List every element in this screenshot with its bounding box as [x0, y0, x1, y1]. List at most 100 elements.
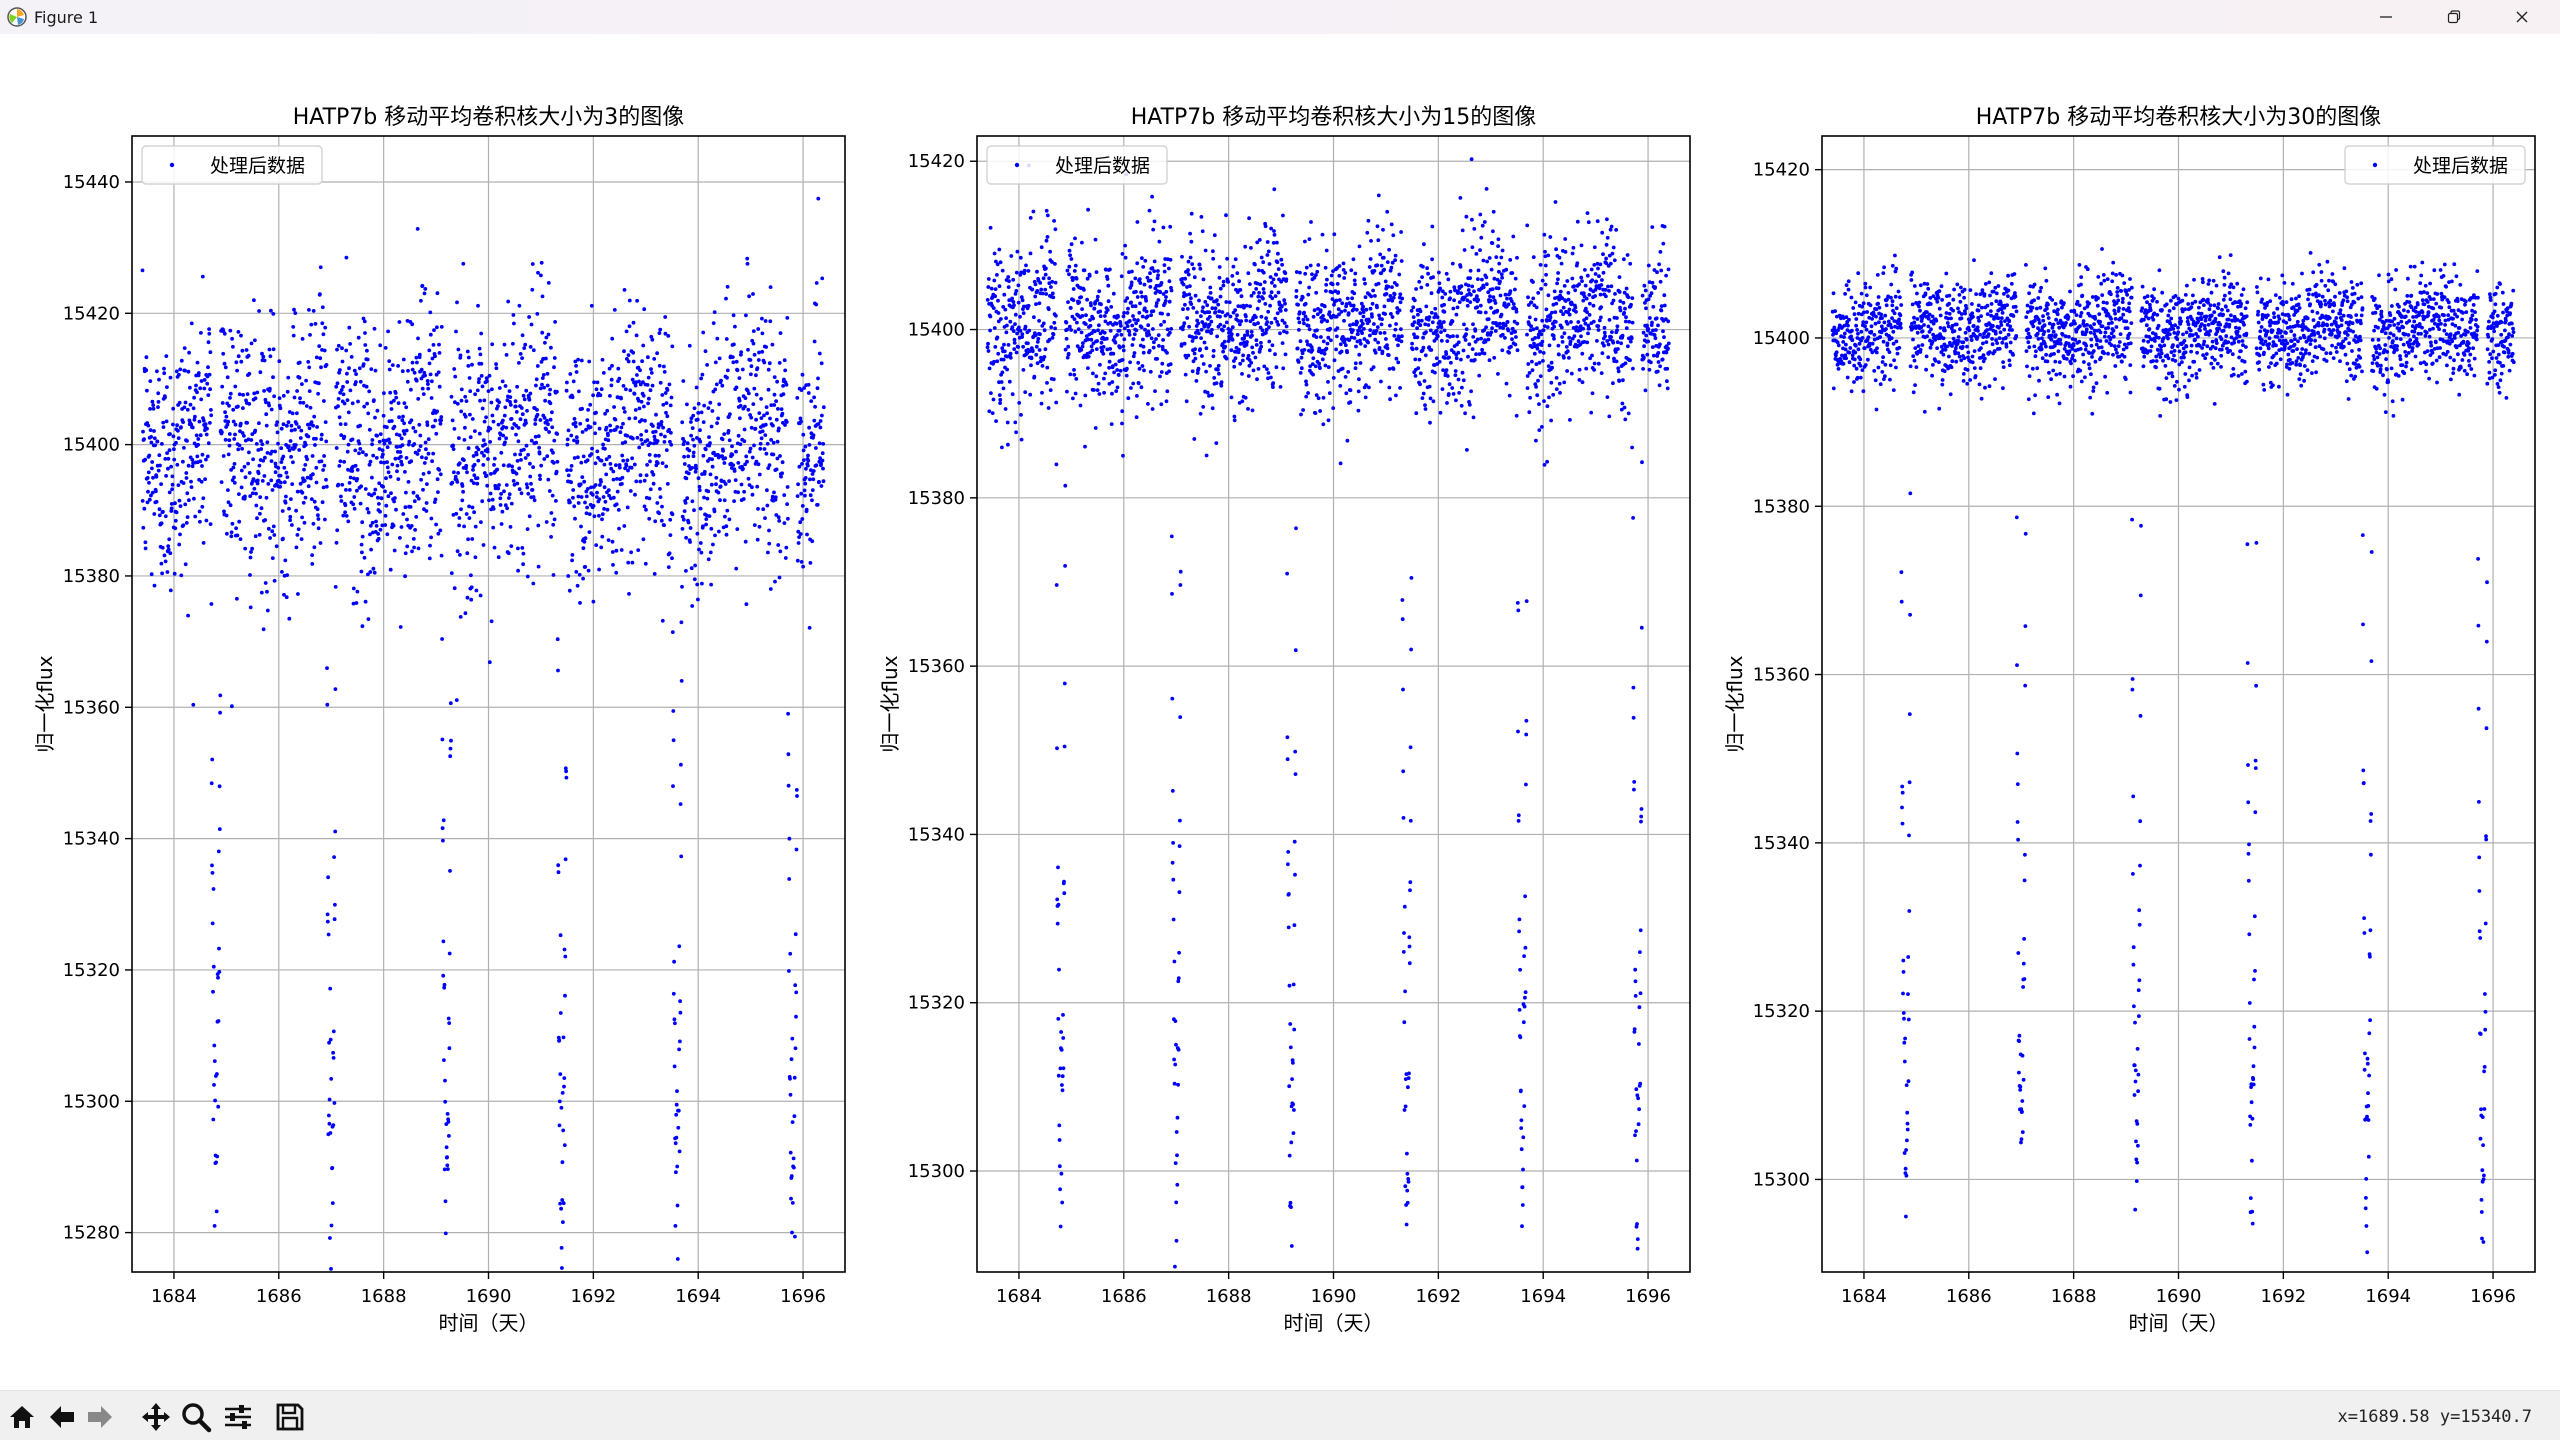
data-point [250, 546, 255, 551]
data-point [1418, 382, 1422, 387]
data-point [161, 425, 166, 429]
data-point [398, 450, 403, 454]
data-point [1337, 264, 1342, 268]
data-point [603, 446, 607, 451]
data-point [517, 487, 522, 492]
data-point [1487, 358, 1492, 363]
data-point [1021, 311, 1026, 315]
data-point [722, 461, 727, 465]
subplot-2[interactable]: 1684 1686 1688 1690 1692 1694 1696153001532015… [878, 105, 1691, 1335]
data-point [431, 424, 436, 429]
data-point [176, 436, 181, 440]
data-point [1078, 403, 1083, 408]
data-point [1421, 264, 1425, 269]
data-point [222, 361, 227, 366]
data-point [639, 399, 644, 404]
data-point [697, 488, 702, 493]
data-point [764, 345, 768, 349]
data-point [315, 425, 319, 429]
data-point [1275, 240, 1279, 245]
data-point [378, 509, 382, 514]
data-point [624, 463, 629, 468]
data-point [427, 361, 432, 366]
data-point [1104, 336, 1109, 341]
data-point [1184, 293, 1189, 297]
data-point [1307, 327, 1312, 332]
close-button[interactable] [2488, 0, 2556, 34]
data-point [272, 394, 276, 399]
data-point [1013, 322, 1017, 326]
data-point [1318, 409, 1322, 413]
data-point [345, 371, 349, 376]
data-point [236, 354, 241, 359]
window-titlebar[interactable]: Figure 1 [0, 0, 2560, 34]
subplot-1[interactable]: 1684 1686 1688 1690 1692 1694 1696152801530015… [33, 105, 846, 1335]
data-point [453, 400, 457, 405]
data-point [731, 360, 736, 365]
data-point [1198, 266, 1203, 271]
data-point [1136, 360, 1141, 365]
data-point [385, 532, 390, 537]
data-point [462, 438, 467, 442]
figure-canvas[interactable]: 1684 1686 1688 1690 1692 1694 1696 15280 15300 15… [0, 34, 2560, 1390]
data-point [1013, 292, 1018, 296]
data-point [369, 547, 373, 552]
data-point [1003, 407, 1008, 411]
data-point [261, 458, 265, 463]
data-point [415, 227, 420, 231]
data-point [707, 514, 712, 518]
data-point [148, 407, 153, 411]
data-point [565, 468, 569, 473]
data-point [1243, 395, 1248, 400]
data-point [494, 362, 498, 366]
data-point [522, 397, 527, 402]
data-point [1045, 235, 1050, 239]
data-point [430, 379, 434, 384]
data-point [1545, 459, 1549, 464]
data-point [693, 469, 698, 474]
data-point [428, 372, 433, 377]
data-point [211, 1117, 216, 1122]
data-point [1583, 268, 1587, 272]
data-point [1394, 393, 1398, 398]
data-point [253, 338, 257, 343]
data-point [295, 489, 300, 494]
restore-button[interactable] [2420, 0, 2488, 34]
data-point [1264, 327, 1269, 332]
data-point [671, 709, 676, 713]
data-point [361, 362, 366, 366]
data-point [810, 472, 815, 476]
data-point [552, 438, 557, 443]
data-point [200, 274, 205, 279]
data-point [574, 370, 579, 374]
data-point [658, 487, 662, 491]
data-point [1011, 300, 1016, 304]
data-point [692, 508, 696, 513]
data-point [545, 418, 549, 423]
data-point [1342, 318, 1346, 323]
data-point [1006, 285, 1011, 289]
data-point [1556, 271, 1560, 275]
data-point [633, 383, 638, 388]
data-point [220, 430, 224, 434]
data-point [263, 518, 268, 522]
data-point [295, 533, 300, 537]
data-point [1562, 380, 1567, 385]
data-point [720, 383, 725, 388]
data-point [1262, 280, 1267, 284]
data-point [270, 449, 274, 454]
data-point [370, 475, 374, 480]
data-point [1371, 288, 1375, 293]
data-point [1270, 296, 1275, 301]
data-point [220, 384, 225, 389]
data-point [744, 602, 749, 607]
data-point [1261, 287, 1266, 291]
data-point [1247, 358, 1252, 362]
minimize-button[interactable] [2352, 0, 2420, 34]
data-point [593, 431, 598, 436]
data-point [313, 322, 318, 326]
data-point [998, 401, 1002, 405]
data-point [364, 453, 368, 457]
data-point [1296, 316, 1301, 321]
data-point [630, 560, 635, 565]
